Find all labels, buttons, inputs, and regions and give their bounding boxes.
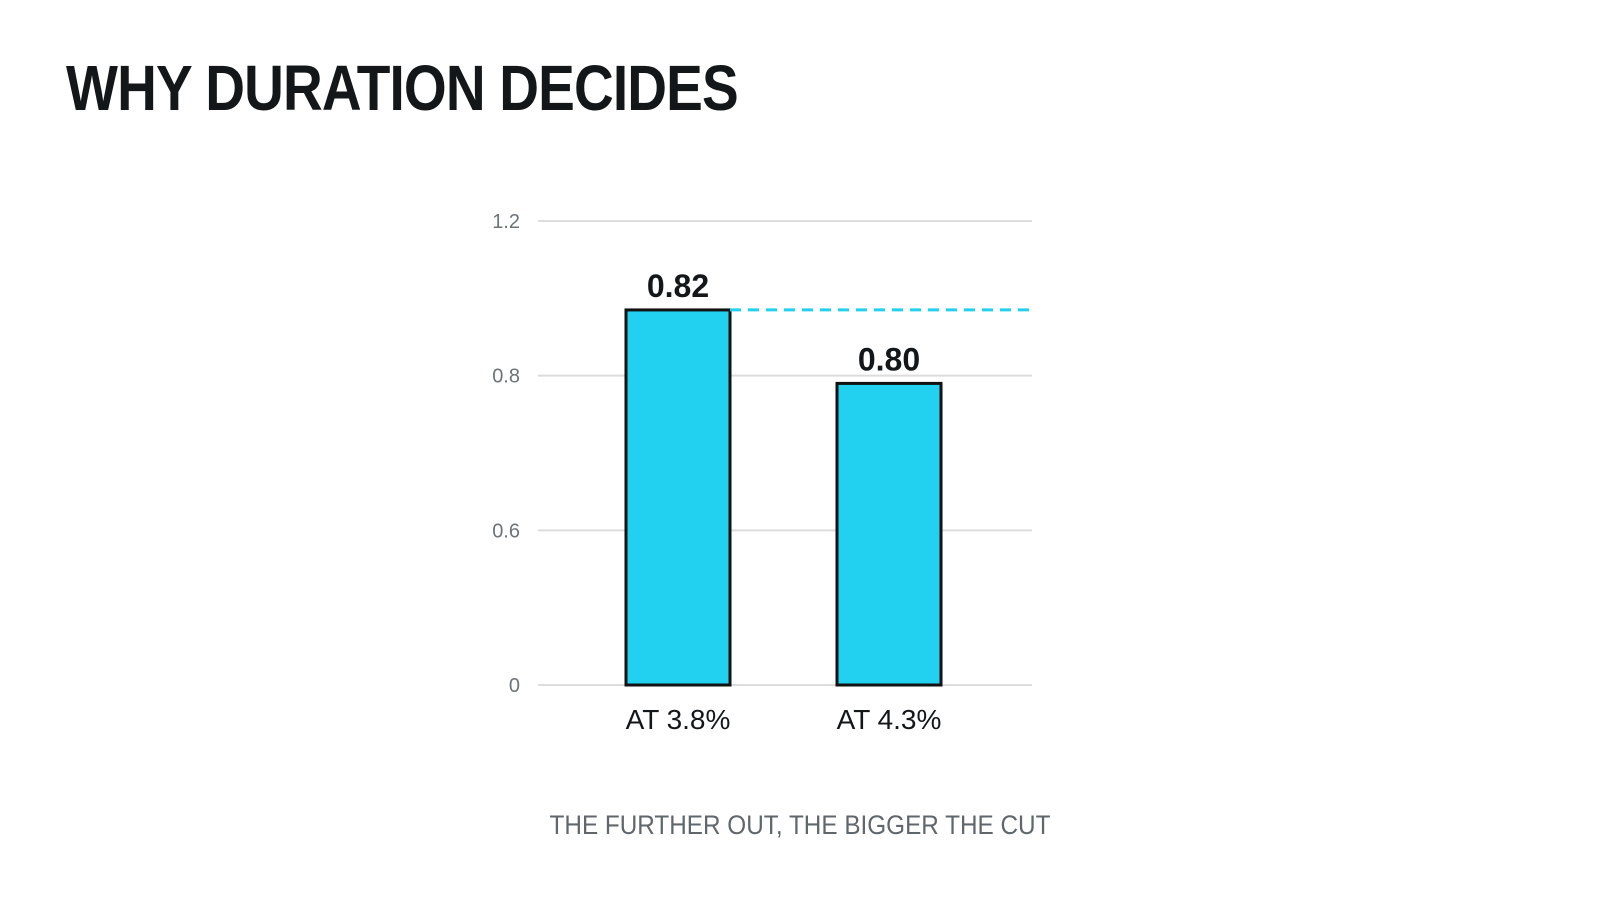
bar-value-labels: 0.82 0.80 [647,268,920,377]
page-title: WHY DURATION DECIDES [66,52,739,124]
y-axis-ticks: 0 0.6 0.8 1.2 [492,211,520,697]
y-tick-label: 0 [509,675,520,697]
chart-caption: THE FURTHER OUT, THE BIGGER THE CUT [549,810,1051,840]
gridlines [538,220,1032,686]
y-tick-label: 1.2 [492,211,520,233]
bar [835,381,943,687]
bars [624,308,943,687]
y-tick-label: 0.8 [492,366,520,388]
bar-value-label: 0.82 [647,268,709,304]
bar [624,308,732,687]
x-category-label: AT 4.3% [837,704,942,735]
y-tick-label: 0.6 [492,520,520,542]
bar-value-label: 0.80 [858,341,920,377]
x-category-label: AT 3.8% [626,704,731,735]
x-axis-categories: AT 3.8% AT 4.3% [626,704,942,735]
